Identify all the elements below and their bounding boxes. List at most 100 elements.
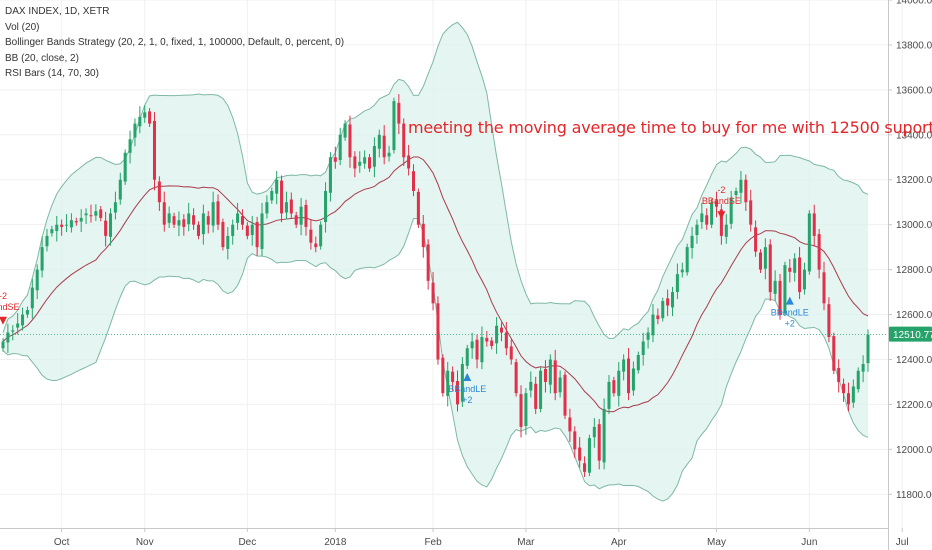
bollinger-bands xyxy=(2,21,869,502)
candle-body xyxy=(793,258,797,273)
candle-body xyxy=(573,431,577,450)
candle-body xyxy=(16,323,20,328)
candle-body xyxy=(240,216,244,225)
chart-annotation[interactable]: meeting the moving average time to buy f… xyxy=(408,118,932,137)
candle-body xyxy=(460,363,464,402)
x-tick-label-3: 2018 xyxy=(324,537,347,548)
candle-body xyxy=(368,157,372,169)
legend-strategy[interactable]: Bollinger Bands Strategy (20, 2, 1, 0, f… xyxy=(5,37,345,48)
candle-body xyxy=(35,269,39,291)
candle-body xyxy=(416,191,420,225)
long-signal-2: BBandLE+2 xyxy=(771,296,809,329)
candle xyxy=(763,238,767,280)
y-tick-label-0: 14000.00 xyxy=(896,0,932,7)
candle-body xyxy=(187,213,191,225)
candle-body xyxy=(123,152,127,182)
legend-bollinger[interactable]: BB (20, close, 2) xyxy=(5,52,79,64)
legend-volume[interactable]: Vol (20) xyxy=(5,21,40,33)
candle xyxy=(30,278,34,319)
candle xyxy=(275,170,279,205)
candle xyxy=(211,191,215,233)
candle-body xyxy=(778,280,782,315)
candle xyxy=(436,296,440,365)
candle xyxy=(260,202,264,256)
y-tick-label-2: 13600.00 xyxy=(896,85,932,96)
signal-label: BandSE xyxy=(0,302,20,312)
candle-body xyxy=(842,383,846,394)
down-arrow-icon xyxy=(0,316,7,325)
candle-body xyxy=(436,303,440,360)
candle-body xyxy=(270,190,274,201)
candle xyxy=(157,176,161,211)
candle-body xyxy=(167,213,171,223)
candle xyxy=(846,382,850,412)
candle xyxy=(314,236,318,253)
legend-rsi[interactable]: RSI Bars (14, 70, 30) xyxy=(5,68,99,79)
candle xyxy=(84,208,88,225)
candle-body xyxy=(714,200,719,207)
candle-body xyxy=(661,301,665,319)
candle-body xyxy=(441,357,445,394)
candle xyxy=(177,211,181,237)
legend-symbol[interactable]: DAX INDEX, 1D, XETR xyxy=(5,6,110,17)
y-tick-label-4: 13200.00 xyxy=(896,175,932,186)
candle-body xyxy=(104,220,108,236)
candle xyxy=(133,118,137,147)
candle xyxy=(529,371,533,398)
candle xyxy=(754,220,758,257)
candle xyxy=(675,263,679,300)
candle-body xyxy=(206,216,210,225)
candle-body xyxy=(421,223,425,248)
candle xyxy=(372,137,376,178)
candle-body xyxy=(333,157,337,162)
candle xyxy=(661,297,665,322)
candle-body xyxy=(397,102,401,124)
candle xyxy=(480,326,484,370)
candle xyxy=(666,289,670,317)
candle-body xyxy=(514,362,518,394)
candle xyxy=(368,153,372,172)
candle xyxy=(446,361,450,407)
candlestick-series xyxy=(1,94,870,477)
candle-body xyxy=(128,139,132,153)
candle xyxy=(861,355,865,383)
candle-body xyxy=(666,298,670,306)
candle-body xyxy=(148,111,152,124)
candle xyxy=(113,191,117,220)
candle-body xyxy=(617,370,621,396)
candle-body xyxy=(455,381,460,405)
candle xyxy=(612,376,616,397)
x-tick-label-6: Apr xyxy=(611,537,627,548)
candle xyxy=(656,308,660,325)
candle xyxy=(455,370,460,412)
candle xyxy=(11,325,15,341)
candle-body xyxy=(710,202,714,225)
candle-body xyxy=(299,206,303,225)
candle-body xyxy=(724,224,728,237)
candle-body xyxy=(465,348,469,366)
candle-body xyxy=(749,200,753,225)
candle-body xyxy=(65,224,69,226)
candle xyxy=(690,227,694,259)
candle-body xyxy=(563,374,567,416)
x-tick-label-4: Feb xyxy=(424,537,442,548)
candle xyxy=(710,198,714,229)
candle-body xyxy=(1,341,5,349)
candle xyxy=(240,209,244,230)
x-tick-label-9: Jul xyxy=(896,537,909,548)
candle xyxy=(514,358,518,397)
candle xyxy=(636,351,640,374)
candle xyxy=(465,344,469,370)
candle-body xyxy=(671,292,675,308)
candle-body xyxy=(490,340,494,347)
candle xyxy=(108,208,113,246)
candle xyxy=(353,151,357,178)
down-arrow-icon xyxy=(717,211,726,220)
candle-body xyxy=(817,234,821,270)
candle-body xyxy=(377,134,381,149)
candle-body xyxy=(827,304,831,338)
last-price-label: 12510.77 xyxy=(893,330,932,341)
candle-body xyxy=(407,155,411,169)
candle xyxy=(304,199,308,236)
